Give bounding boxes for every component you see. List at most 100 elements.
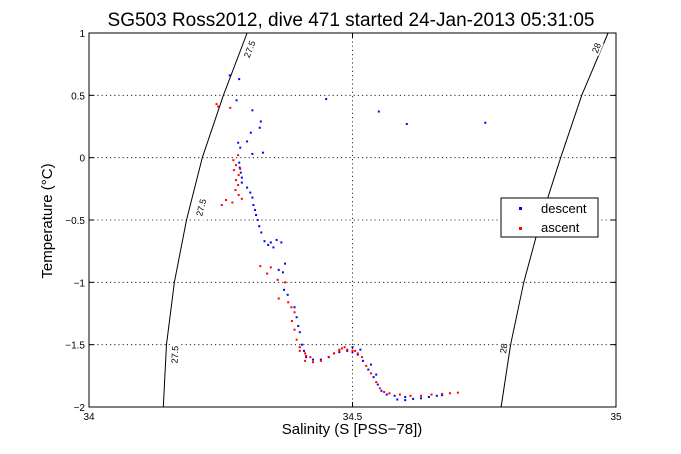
descent-point bbox=[275, 238, 278, 241]
descent-point bbox=[239, 146, 242, 149]
descent-point bbox=[281, 271, 284, 274]
ascent-point bbox=[229, 106, 232, 109]
y-tick-label: −0.5 bbox=[65, 216, 85, 227]
x-tick-label: 34 bbox=[83, 412, 95, 423]
ascent-point bbox=[340, 347, 343, 350]
y-axis-label: Temperature (°C) bbox=[39, 163, 56, 278]
ascent-point bbox=[215, 103, 218, 106]
x-axis-label: Salinity (S [PSS−78]) bbox=[282, 421, 422, 438]
descent-point bbox=[412, 397, 415, 400]
ascent-point bbox=[309, 356, 312, 359]
descent-point bbox=[282, 288, 285, 291]
ascent-point bbox=[338, 348, 341, 351]
descent-point bbox=[246, 186, 249, 189]
descent-point bbox=[260, 231, 263, 234]
descent-point bbox=[338, 351, 341, 354]
descent-point bbox=[356, 353, 359, 356]
descent-point bbox=[259, 120, 262, 123]
y-tick-label: −1.5 bbox=[65, 341, 85, 352]
descent-point bbox=[251, 196, 254, 199]
ascent-point bbox=[240, 197, 243, 200]
ascent-point bbox=[259, 265, 262, 268]
legend-ascent-marker bbox=[519, 227, 522, 230]
ascent-point bbox=[383, 391, 386, 394]
descent-point bbox=[393, 394, 396, 397]
descent-point bbox=[267, 243, 270, 246]
descent-point bbox=[280, 241, 283, 244]
descent-point bbox=[359, 348, 362, 351]
ascent-point bbox=[360, 356, 363, 359]
ascent-point bbox=[295, 338, 298, 341]
descent-point bbox=[484, 121, 487, 124]
ascent-point bbox=[420, 394, 423, 397]
descent-point bbox=[404, 399, 407, 402]
ascent-point bbox=[343, 346, 346, 349]
ascent-point bbox=[346, 348, 349, 351]
descent-point bbox=[305, 356, 308, 359]
contour-label-bg bbox=[193, 194, 210, 221]
ascent-point bbox=[456, 391, 459, 394]
descent-series bbox=[228, 74, 487, 402]
ascent-point bbox=[220, 204, 223, 207]
ascent-point bbox=[448, 392, 451, 395]
contour-label-group: 28 bbox=[589, 40, 604, 56]
ascent-point bbox=[378, 387, 381, 390]
ascent-point bbox=[430, 393, 433, 396]
descent-point bbox=[293, 306, 296, 309]
descent-point bbox=[239, 171, 242, 174]
ascent-point bbox=[232, 159, 235, 162]
descent-point bbox=[375, 373, 378, 376]
descent-point bbox=[372, 376, 375, 379]
descent-point bbox=[351, 351, 354, 354]
ascent-point bbox=[276, 278, 279, 281]
contour-label: 28 bbox=[498, 343, 509, 354]
ascent-point bbox=[293, 328, 296, 331]
legend-ascent-label: ascent bbox=[541, 220, 580, 235]
descent-point bbox=[255, 214, 258, 217]
legend-box bbox=[500, 197, 599, 238]
ascent-point bbox=[232, 169, 235, 172]
ascent-point bbox=[231, 201, 234, 204]
ascent-point bbox=[375, 381, 378, 384]
descent-point bbox=[237, 141, 240, 144]
descent-point bbox=[362, 359, 365, 362]
ascent-point bbox=[351, 349, 354, 352]
y-tick-label: −2 bbox=[74, 403, 86, 414]
ascent-point bbox=[354, 349, 357, 352]
descent-point bbox=[238, 166, 241, 169]
ascent-point bbox=[409, 394, 412, 397]
descent-point bbox=[240, 181, 243, 184]
descent-point bbox=[286, 293, 289, 296]
descent-point bbox=[261, 151, 264, 154]
contour-label-bg bbox=[169, 342, 181, 367]
descent-point bbox=[404, 396, 407, 399]
ascent-point bbox=[338, 349, 341, 352]
contour-label: 27.5 bbox=[194, 198, 208, 217]
ascent-point bbox=[319, 359, 322, 362]
legend-descent-marker bbox=[519, 207, 522, 210]
ascent-point bbox=[311, 361, 314, 364]
descent-point bbox=[240, 176, 243, 179]
descent-point bbox=[303, 349, 306, 352]
descent-point bbox=[441, 394, 444, 397]
descent-point bbox=[311, 358, 314, 361]
ascent-point bbox=[284, 281, 287, 284]
ascent-point bbox=[235, 164, 238, 167]
contour-label-group: 28 bbox=[497, 341, 510, 356]
ascent-point bbox=[369, 372, 372, 375]
ascent-point bbox=[235, 179, 238, 182]
descent-point bbox=[380, 389, 383, 392]
ascent-point bbox=[239, 167, 242, 170]
descent-point bbox=[435, 394, 438, 397]
descent-point bbox=[251, 109, 254, 112]
ascent-point bbox=[298, 346, 301, 349]
ascent-point bbox=[305, 354, 308, 357]
contour-label-group: 27.5 bbox=[169, 342, 181, 367]
ascent-point bbox=[333, 352, 336, 355]
descent-point bbox=[385, 393, 388, 396]
ascent-point bbox=[290, 306, 293, 309]
axis-ticks: 34 34.5 35 1 0.5 0 −0.5 −1 −1.5 −2 bbox=[65, 29, 622, 423]
ascent-point bbox=[237, 184, 240, 187]
descent-point bbox=[249, 131, 252, 134]
ascent-point bbox=[293, 311, 296, 314]
